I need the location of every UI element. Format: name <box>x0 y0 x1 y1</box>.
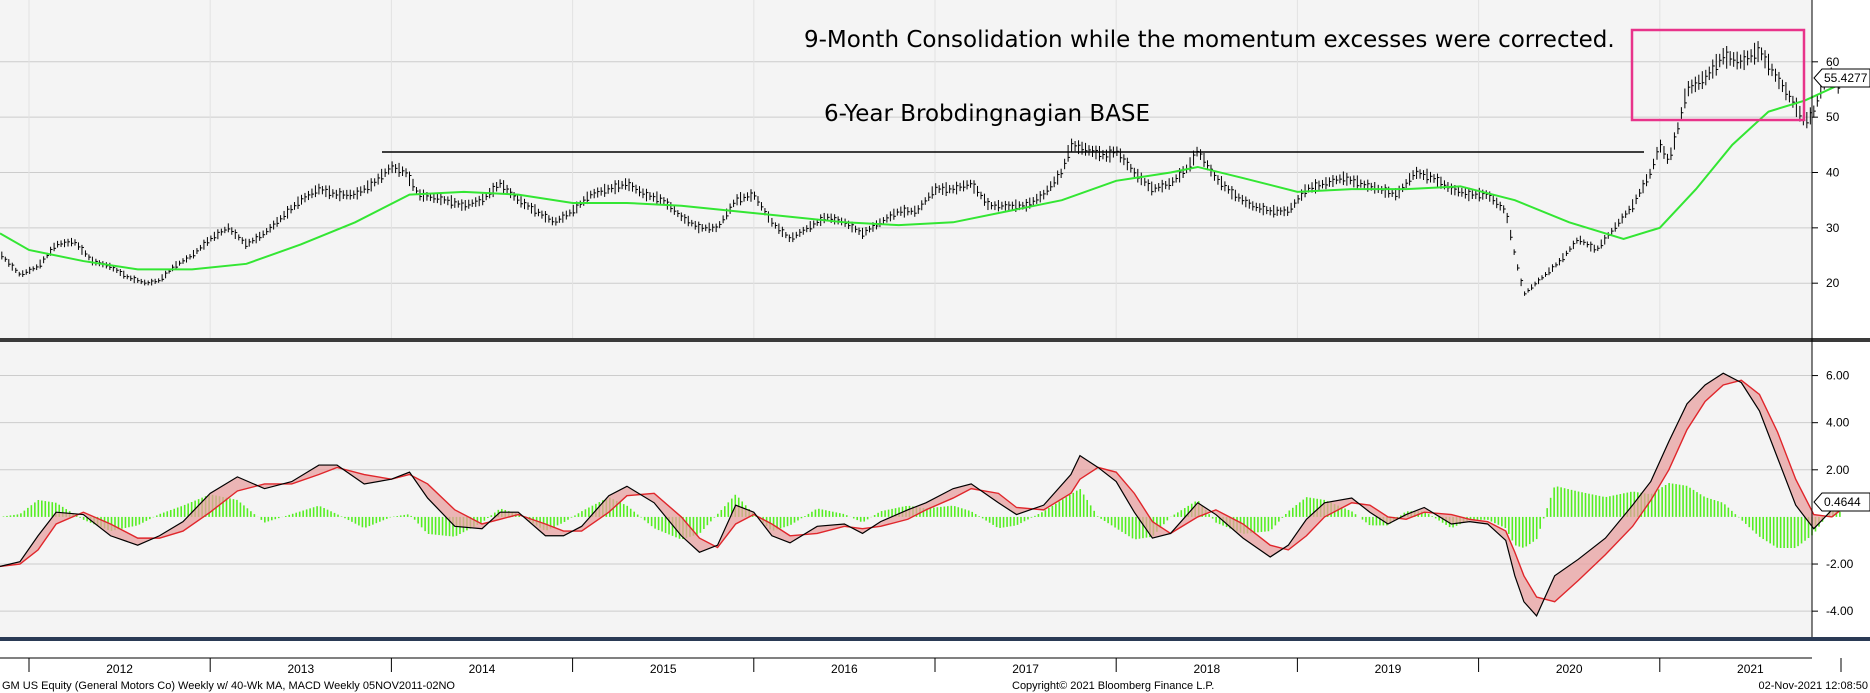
footer-center: Copyright© 2021 Bloomberg Finance L.P. <box>1012 680 1214 692</box>
footer-right: 02-Nov-2021 12:08:50 <box>1759 680 1868 692</box>
footer-left: GM US Equity (General Motors Co) Weekly … <box>2 680 455 692</box>
year-tick-label: 2014 <box>469 662 496 676</box>
year-tick-label: 2021 <box>1737 662 1764 676</box>
price-axis-ticks: 20 30 40 50 60 <box>1812 55 1840 290</box>
panel-separator <box>0 338 1870 342</box>
price-last-value-badge: 55.4277 <box>1813 68 1870 88</box>
consolidation-annotation: 9-Month Consolidation while the momentum… <box>804 27 1615 53</box>
time-axis-separator <box>0 637 1870 641</box>
macd-tick-label: -4.00 <box>1826 604 1854 618</box>
year-tick-label: 2012 <box>106 662 133 676</box>
year-tick-label: 2018 <box>1193 662 1220 676</box>
year-ticks: 2012 2013 2014 2015 2016 2017 2018 2019 2020 2021 <box>28 658 1842 676</box>
macd-tick-label: 4.00 <box>1826 416 1850 430</box>
price-last-value: 55.4277 <box>1824 71 1868 85</box>
macd-line <box>0 372 1842 617</box>
macd-tick-label: -2.00 <box>1826 557 1854 571</box>
moving-average-line <box>0 83 1842 271</box>
year-tick-label: 2013 <box>287 662 314 676</box>
macd-tick-label: 6.00 <box>1826 369 1850 383</box>
year-tick-label: 2019 <box>1375 662 1402 676</box>
macd-panel <box>0 342 1812 637</box>
base-annotation: 6-Year Brobdingnagian BASE <box>824 101 1150 127</box>
consolidation-highlight-box <box>1630 28 1806 122</box>
signal-line <box>0 379 1842 603</box>
macd-last-value-badge: 0.4644 <box>1813 492 1870 512</box>
price-tick-label: 30 <box>1826 221 1840 235</box>
macd-last-value: 0.4644 <box>1824 495 1861 509</box>
price-bars <box>1 41 1841 296</box>
price-tick-label: 50 <box>1826 110 1840 124</box>
year-tick-label: 2017 <box>1012 662 1039 676</box>
price-panel <box>0 0 1812 338</box>
macd-lines <box>0 372 1842 617</box>
macd-axis-ticks: 6.00 4.00 2.00 -2.00 -4.00 <box>1812 369 1854 618</box>
year-tick-label: 2020 <box>1556 662 1583 676</box>
price-lines <box>0 83 1842 271</box>
macd-grid <box>0 375 1812 612</box>
price-tick-label: 60 <box>1826 55 1840 69</box>
macd-tick-label: 2.00 <box>1826 463 1850 477</box>
price-tick-label: 40 <box>1826 166 1840 180</box>
year-tick-label: 2015 <box>650 662 677 676</box>
year-tick-label: 2016 <box>831 662 858 676</box>
price-tick-label: 20 <box>1826 276 1840 290</box>
